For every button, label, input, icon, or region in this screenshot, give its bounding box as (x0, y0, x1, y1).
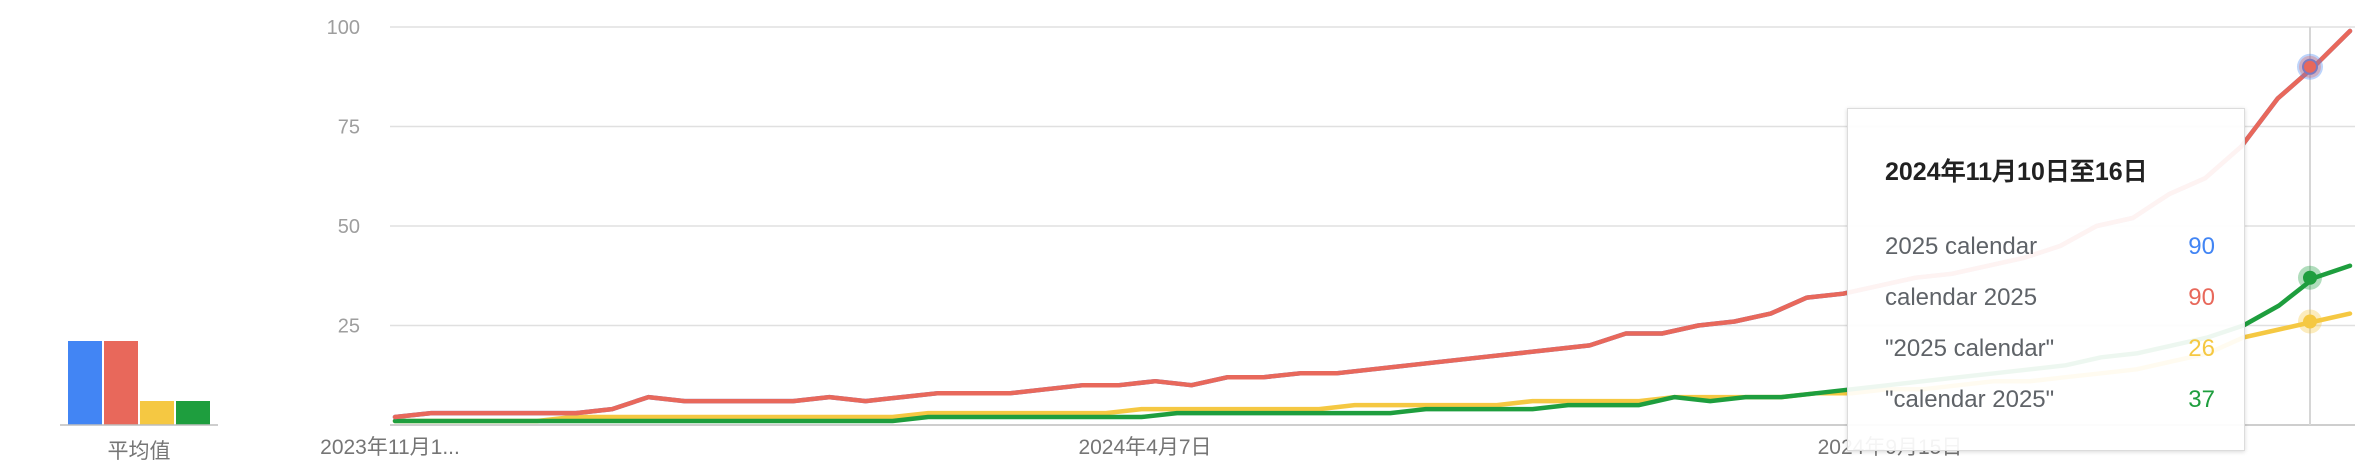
y-tick-label: 50 (338, 216, 360, 238)
x-tick-label: 2023年11月1... (320, 436, 460, 459)
tooltip-row: "2025 calendar" 26 (1885, 335, 2215, 369)
hover-point (2304, 60, 2316, 73)
hover-tooltip: 2024年11月10日至16日 2025 calendar 90 calenda… (1847, 108, 2245, 451)
average-bar (140, 401, 174, 425)
tooltip-row: calendar 2025 90 (1885, 284, 2215, 318)
average-bar (68, 341, 102, 425)
hover-point (2303, 314, 2317, 329)
y-tick-label: 75 (338, 117, 360, 139)
y-tick-label: 25 (338, 316, 360, 338)
x-tick-label: 2024年4月7日 (1078, 436, 1211, 459)
tooltip-date: 2024年11月10日至16日 (1885, 158, 2148, 186)
average-label: 平均值 (108, 440, 171, 463)
tooltip-series-value: 26 (2188, 335, 2215, 362)
tooltip-series-name: "calendar 2025" (1885, 386, 2055, 413)
tooltip-series-name: "2025 calendar" (1885, 335, 2055, 362)
tooltip-series-value: 90 (2188, 233, 2215, 260)
hover-point (2303, 270, 2317, 285)
average-bar (176, 401, 210, 425)
tooltip-series-name: calendar 2025 (1885, 284, 2038, 311)
tooltip-series-name: 2025 calendar (1885, 233, 2038, 260)
tooltip-series-value: 37 (2188, 386, 2215, 413)
average-bar (104, 341, 138, 425)
y-tick-label: 100 (327, 17, 360, 39)
tooltip-row: "calendar 2025" 37 (1885, 386, 2215, 420)
tooltip-row: 2025 calendar 90 (1885, 233, 2215, 267)
tooltip-series-value: 90 (2188, 284, 2215, 311)
